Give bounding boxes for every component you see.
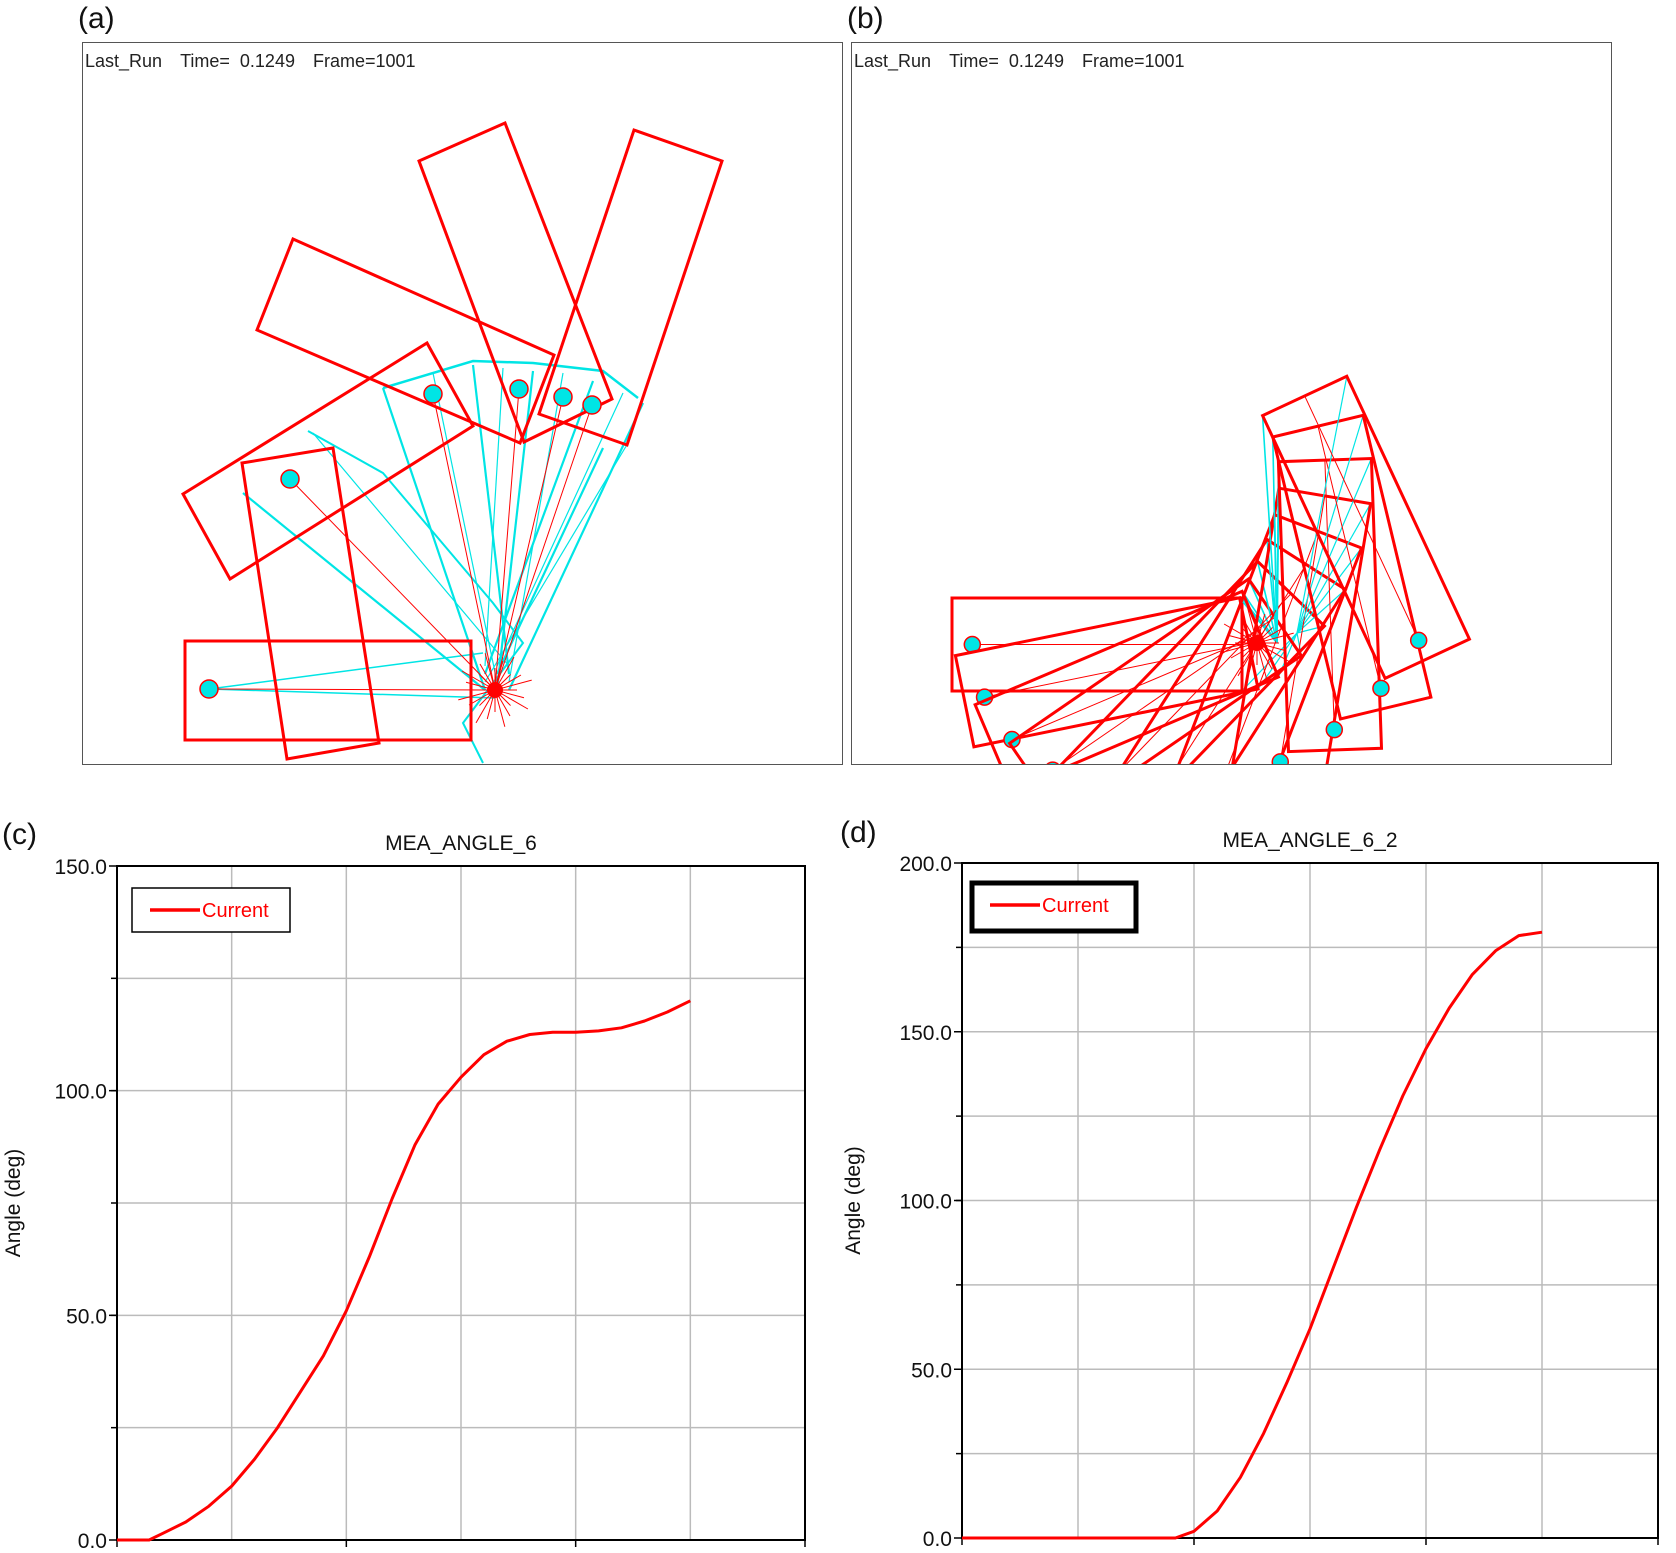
link-trace — [242, 492, 486, 691]
link-trace — [1271, 436, 1278, 644]
body-outline — [1122, 537, 1348, 764]
body-outline — [1007, 576, 1304, 764]
body-outline — [1260, 374, 1472, 681]
legend-label: Current — [202, 900, 269, 922]
body-outline — [1270, 413, 1433, 721]
joint-marker — [509, 379, 529, 399]
link-line — [494, 396, 564, 691]
body-outline — [1059, 559, 1327, 764]
link-trace — [432, 372, 498, 683]
frame-readout: Frame=1001 — [312, 51, 416, 71]
y-tick-label: 0.0 — [78, 1530, 107, 1553]
link-trace — [508, 402, 644, 691]
link-trace — [484, 367, 504, 667]
link-trace — [1296, 589, 1346, 634]
run-name: Last_Run — [85, 51, 163, 71]
body-outline — [183, 639, 473, 742]
animation-panel-a: Last_Run Time= 0.1249 Frame=1001 — [82, 42, 843, 765]
legend: Current — [969, 880, 1139, 934]
link-trace — [208, 688, 496, 699]
link-trace — [496, 447, 604, 675]
y-axis-label: Angle (deg) — [2, 1149, 25, 1258]
mechanism-animation-b — [950, 374, 1472, 764]
link-trace — [1296, 458, 1372, 634]
link-trace — [1247, 578, 1278, 644]
pivot-marker — [487, 682, 503, 698]
link-line — [208, 688, 496, 691]
link-line — [494, 404, 593, 691]
chart-title: MEA_ANGLE_6_2 — [1222, 829, 1397, 852]
link-line — [1125, 593, 1292, 764]
time-readout: Time= 0.1249 — [949, 51, 1064, 71]
link-trace — [483, 380, 595, 675]
pivot-marker — [1249, 635, 1265, 651]
link-line — [432, 393, 496, 691]
joint-marker — [582, 395, 602, 415]
link-trace — [1296, 376, 1348, 634]
run-name: Last_Run — [854, 51, 932, 71]
animation-header-a: Last_Run Time= 0.1249 Frame=1001 — [85, 51, 434, 72]
link-trace — [1241, 632, 1298, 692]
legend-box — [969, 880, 1139, 934]
body-outline — [180, 340, 475, 582]
panel-label-d: (d) — [840, 816, 877, 849]
link-line — [494, 388, 520, 691]
joint-marker — [1046, 761, 1059, 764]
body-outline — [537, 128, 724, 447]
joint-marker — [1409, 631, 1428, 650]
time-readout: Time= 0.1249 — [180, 51, 295, 71]
body-outline — [417, 120, 614, 445]
legend-label: Current — [1042, 895, 1109, 917]
link-trace — [208, 652, 484, 690]
y-axis-label: Angle (deg) — [842, 1146, 865, 1255]
y-tick-label: 100.0 — [899, 1191, 952, 1214]
joint-marker — [423, 384, 443, 404]
legend: Current — [131, 887, 291, 933]
link-trace — [1256, 561, 1278, 644]
y-tick-label: 50.0 — [66, 1305, 107, 1328]
chart-title: MEA_ANGLE_6 — [385, 832, 537, 855]
joint-marker — [553, 387, 573, 407]
joint-marker — [199, 679, 219, 699]
y-tick-label: 150.0 — [54, 856, 107, 879]
link-trace — [1261, 415, 1278, 644]
joint-marker — [1325, 720, 1344, 739]
body-outline — [1276, 456, 1384, 754]
body-outline — [1177, 512, 1364, 764]
link-line — [1304, 395, 1420, 641]
link-trace — [312, 432, 510, 667]
link-trace — [496, 392, 624, 667]
frame-readout: Frame=1001 — [1081, 51, 1185, 71]
body-outline — [240, 446, 381, 761]
panel-label-a: (a) — [78, 2, 115, 35]
body-outline — [973, 589, 1281, 764]
animation-header-b: Last_Run Time= 0.1249 Frame=1001 — [854, 51, 1203, 72]
animation-panel-b: Last_Run Time= 0.1249 Frame=1001 — [851, 42, 1612, 765]
y-tick-label: 150.0 — [899, 1022, 952, 1045]
mechanism-animation-a — [180, 120, 724, 764]
joint-marker — [280, 469, 300, 489]
link-trace — [484, 442, 629, 683]
link-line — [289, 478, 496, 691]
body-outline — [255, 236, 556, 445]
joint-marker — [1372, 679, 1390, 698]
series-line-current — [962, 930, 1543, 1540]
y-tick-label: 50.0 — [911, 1359, 952, 1382]
link-trace — [1296, 415, 1364, 634]
joint-path — [307, 430, 525, 764]
joint-marker — [1271, 753, 1290, 764]
y-tick-label: 200.0 — [899, 853, 952, 876]
series-line-current — [117, 999, 691, 1542]
body-outline — [1231, 486, 1373, 764]
plot-frame — [116, 865, 806, 1541]
y-tick-label: 100.0 — [54, 1081, 107, 1104]
panel-label-b: (b) — [847, 2, 884, 35]
chart-mea-angle-6-2: 0.00.050.10.150.050.0100.0150.0200.0MEA_… — [842, 829, 1659, 1551]
chart-mea-angle-6: 0.00.050.10.150.050.0100.0150.0MEA_ANGLE… — [2, 832, 806, 1553]
y-tick-label: 0.0 — [923, 1528, 952, 1551]
panel-label-c: (c) — [2, 818, 37, 851]
